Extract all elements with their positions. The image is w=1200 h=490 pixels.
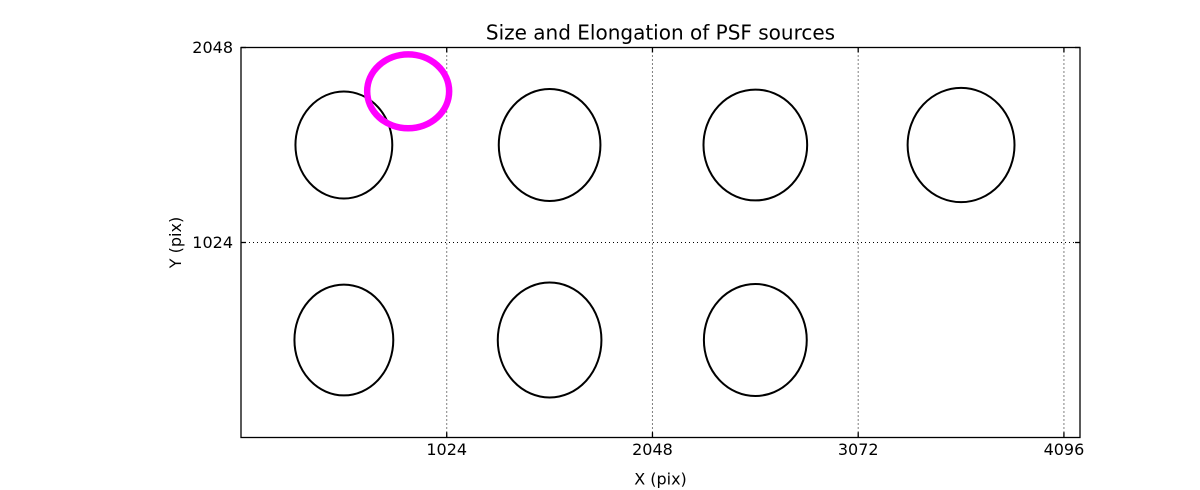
x-tick-label-1024: 1024 — [426, 440, 467, 459]
psf-ellipse-4 — [906, 86, 1016, 204]
psf-ellipse-6 — [496, 281, 603, 399]
gridlines — [241, 47, 1080, 438]
axis-ticks: 1024 2048 3072 4096 1024 2048 — [192, 38, 1084, 459]
psf-ellipse-7 — [702, 283, 808, 397]
x-tick-label-4096: 4096 — [1044, 440, 1085, 459]
y-tick-label-2048: 2048 — [192, 38, 233, 57]
x-tick-label-2048: 2048 — [632, 440, 673, 459]
chart-title: Size and Elongation of PSF sources — [486, 21, 835, 45]
y-axis-label: Y (pix) — [166, 217, 185, 269]
x-axis-label: X (pix) — [634, 470, 687, 489]
psf-sources — [293, 51, 1016, 399]
psf-ellipse-1 — [294, 90, 394, 200]
y-tick-label-1024: 1024 — [192, 233, 233, 252]
psf-ellipse-5 — [293, 283, 395, 397]
highlighted-psf-ellipse — [363, 51, 453, 132]
psf-ellipse-3 — [702, 88, 809, 202]
x-tick-label-3072: 3072 — [838, 440, 879, 459]
psf-ellipse-2 — [497, 88, 602, 202]
